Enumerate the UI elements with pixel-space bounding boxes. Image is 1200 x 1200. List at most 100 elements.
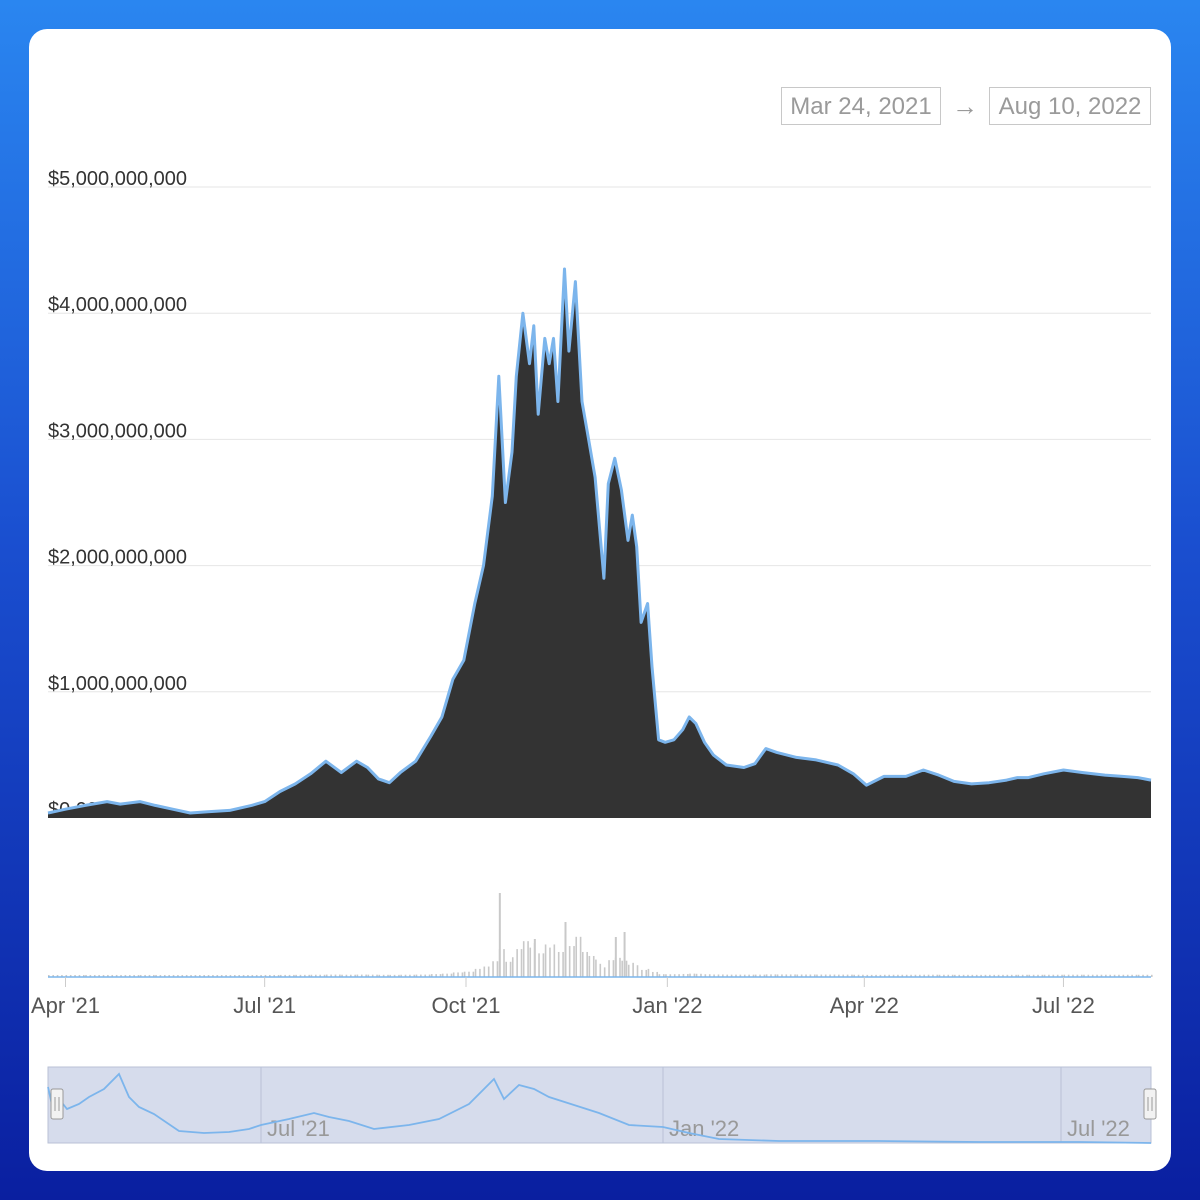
volume-bar <box>1043 974 1046 977</box>
volume-bar <box>820 974 823 977</box>
volume-bar <box>575 936 578 977</box>
volume-bar <box>752 974 755 977</box>
volume-bar <box>564 922 567 977</box>
x-tick-label: Apr '22 <box>830 993 899 1018</box>
navigator-tick-label: Jul '22 <box>1067 1116 1130 1141</box>
volume-bar <box>542 953 545 977</box>
volume-bar <box>627 964 630 977</box>
volume-bar <box>708 974 711 977</box>
volume-bar <box>234 974 236 977</box>
volume-bar <box>404 974 407 977</box>
volume-bar <box>1037 974 1039 977</box>
date-range-selector: Mar 24, 2021 → Aug 10, 2022 <box>781 87 1151 125</box>
date-to-input[interactable]: Aug 10, 2022 <box>989 87 1151 125</box>
volume-bar <box>194 974 197 977</box>
volume-bar <box>947 974 950 977</box>
volume-bar <box>1083 974 1085 977</box>
volume-bar <box>199 974 201 977</box>
volume-bar <box>251 974 254 977</box>
volume-bar <box>544 944 547 977</box>
volume-bar <box>111 974 114 977</box>
navigator[interactable]: Jul '21 Jan '22 Jul '22 <box>47 1066 1157 1144</box>
volume-bar <box>833 974 836 977</box>
volume-bar <box>892 974 895 977</box>
volume-bar <box>260 974 262 977</box>
volume-bar <box>120 974 122 977</box>
volume-bar <box>441 973 444 977</box>
volume-bar <box>115 974 118 977</box>
volume-bar <box>722 974 724 977</box>
volume-bar <box>452 972 455 977</box>
volume-bar <box>800 974 803 977</box>
volume-bar <box>65 974 68 977</box>
volume-bar <box>669 974 672 977</box>
y-tick-label: $1,000,000,000 <box>48 673 187 695</box>
volume-bar <box>1028 974 1031 977</box>
volume-bar <box>776 974 779 977</box>
volume-bar <box>137 974 140 977</box>
volume-bar <box>238 974 240 977</box>
volume-bar <box>264 974 267 977</box>
volume-bar <box>743 974 746 977</box>
volume-bar <box>1122 974 1125 977</box>
volume-bar <box>400 974 402 977</box>
navigator-left-handle[interactable] <box>50 1088 64 1120</box>
volume-bar <box>509 961 512 977</box>
volume-bar <box>1135 974 1138 977</box>
volume-bar <box>98 974 100 977</box>
volume-bar <box>516 949 518 977</box>
volume-bar <box>310 974 313 977</box>
volume-bar <box>816 974 818 977</box>
volume-bar <box>435 974 437 977</box>
volume-bar <box>759 974 761 977</box>
date-from-input[interactable]: Mar 24, 2021 <box>781 87 941 125</box>
volume-bar <box>474 968 477 977</box>
volume-bar <box>658 974 661 977</box>
volume-bar <box>851 974 853 977</box>
volume-bar <box>314 974 317 977</box>
volume-bar <box>910 974 912 977</box>
volume-bar <box>962 974 965 977</box>
volume-bar <box>279 974 282 977</box>
volume-bar <box>879 974 882 977</box>
volume-bar <box>74 974 76 977</box>
volume-bar <box>255 974 258 977</box>
volume-bar <box>409 974 411 977</box>
volume-bar <box>190 974 192 977</box>
navigator-right-handle[interactable] <box>1143 1088 1157 1120</box>
volume-bar <box>1109 974 1112 977</box>
volume-bar <box>789 974 792 977</box>
volume-bar <box>468 971 470 977</box>
volume-bar <box>181 974 184 977</box>
volume-bar <box>943 974 945 977</box>
volume-bar <box>492 961 494 977</box>
volume-bar <box>781 974 783 977</box>
volume-bar <box>365 974 367 977</box>
volume-bar <box>824 974 827 977</box>
volume-bar <box>293 974 295 977</box>
volume-bar <box>1113 974 1116 977</box>
navigator-selection[interactable] <box>47 1066 1152 1144</box>
navigator-tick-label: Jan '22 <box>669 1116 739 1141</box>
volume-bar <box>599 963 602 977</box>
volume-bar <box>562 951 564 977</box>
volume-bar <box>1126 974 1129 977</box>
volume-bar <box>975 974 978 977</box>
volume-bar <box>984 974 987 977</box>
volume-bar <box>662 974 665 977</box>
volume-bar <box>967 974 969 977</box>
volume-bar <box>958 974 961 977</box>
volume-bar <box>52 974 54 977</box>
volume-bar <box>641 969 643 977</box>
volume-bar <box>505 961 507 977</box>
volume-bar <box>682 973 685 977</box>
volume-bar <box>450 973 453 977</box>
volume-bar <box>1015 974 1017 977</box>
volume-bar <box>78 974 81 977</box>
volume-bar <box>592 955 595 977</box>
volume-bar <box>413 974 416 977</box>
volume-bar <box>656 971 659 977</box>
volume-bar <box>595 959 597 977</box>
volume-bar <box>360 974 363 977</box>
volume-bar <box>989 974 991 977</box>
